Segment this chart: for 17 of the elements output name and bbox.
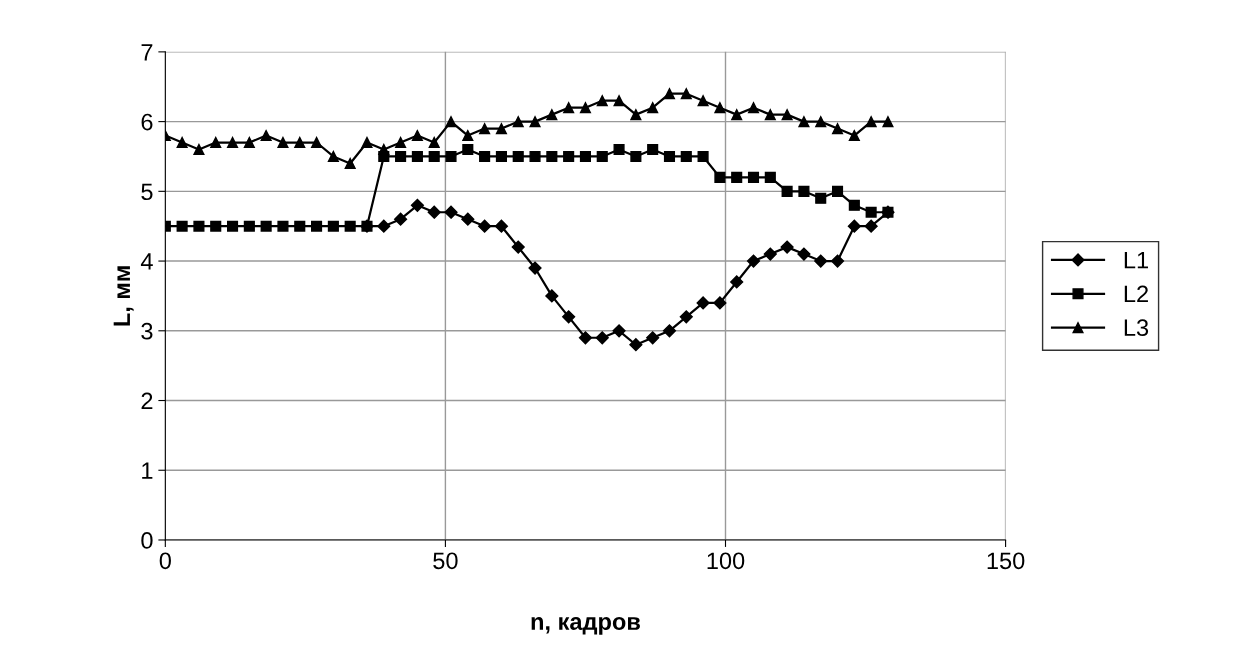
legend-label: L1	[1124, 251, 1148, 269]
y-tick-label: 1	[142, 462, 153, 479]
x-tick-label: 100	[707, 552, 745, 570]
y-tick-label: 2	[141, 392, 153, 410]
x-tick-label: 50	[433, 552, 458, 570]
y-tick-label: 3	[141, 322, 153, 340]
y-axis-title: L, мм	[113, 266, 134, 326]
x-axis-title: n, кадров	[531, 617, 640, 635]
x-tick-label: 150	[987, 552, 1025, 570]
legend-label: L3	[1124, 319, 1149, 337]
legend-label: L2	[1124, 285, 1148, 303]
x-tick-label: 0	[159, 552, 171, 570]
y-tick-label: 4	[140, 253, 153, 270]
y-tick-label: 7	[141, 44, 153, 61]
y-tick-label: 6	[141, 113, 153, 131]
y-tick-label: 0	[141, 532, 153, 549]
y-tick-label: 5	[141, 183, 153, 201]
